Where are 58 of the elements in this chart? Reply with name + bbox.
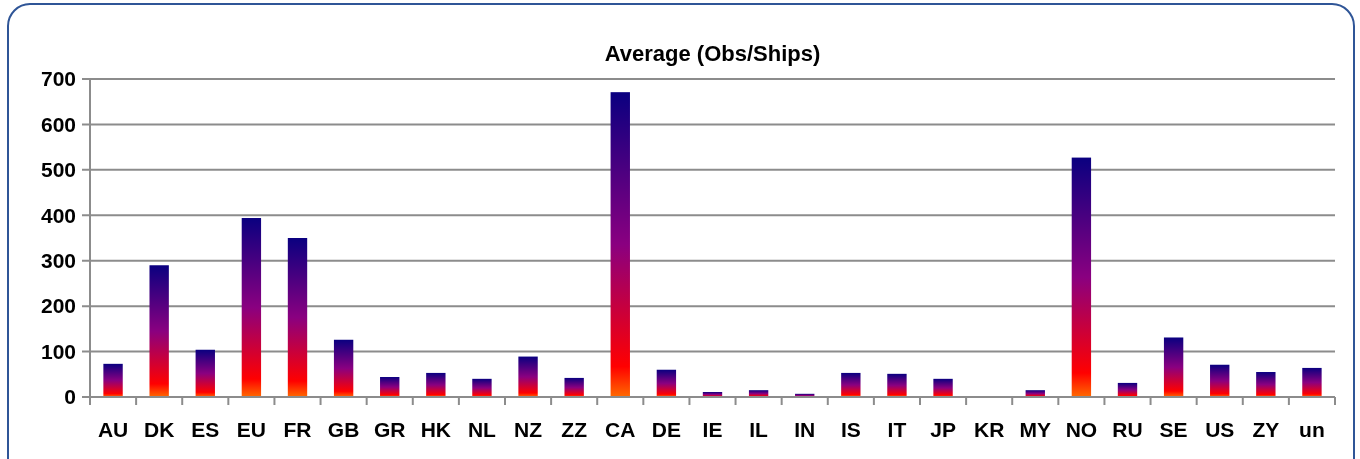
bar (887, 373, 907, 397)
x-tick-label: GB (327, 418, 360, 441)
x-tick-label: HK (420, 418, 452, 441)
bar (149, 265, 169, 397)
x-tick-label: IT (887, 418, 907, 441)
x-tick-label: IL (749, 418, 769, 441)
bar (1117, 382, 1138, 397)
y-tick-label: 0 (64, 385, 76, 409)
x-tick-label: FR (283, 418, 312, 441)
y-tick-label: 100 (40, 339, 76, 363)
y-tick-label: 300 (40, 249, 76, 273)
bar (380, 377, 400, 397)
y-tick-label: 700 (40, 67, 76, 91)
x-tick-label: NZ (514, 418, 543, 441)
x-tick-label: CA (605, 418, 636, 441)
x-tick-label: AU (97, 418, 129, 441)
chart-title: Average (Obs/Ships) (604, 41, 821, 66)
x-tick-label: ES (191, 418, 220, 441)
x-tick-label: JP (930, 418, 956, 441)
x-tick-label: RU (1112, 418, 1143, 441)
bar (287, 238, 308, 397)
x-tick-label: IS (840, 418, 861, 441)
bar (472, 378, 492, 397)
bar (103, 363, 123, 397)
x-tick-label: DE (651, 418, 681, 441)
bar (1302, 367, 1322, 397)
y-tick-label: 500 (40, 158, 76, 182)
bar (518, 356, 538, 397)
x-tick-label: US (1205, 418, 1235, 441)
x-tick-label: NL (467, 418, 497, 441)
x-tick-label: SE (1159, 418, 1188, 441)
y-tick-label: 200 (40, 294, 76, 318)
bar (1163, 337, 1184, 397)
bar (1210, 364, 1230, 397)
bar (426, 372, 446, 397)
bar (241, 218, 262, 397)
bar (610, 92, 630, 397)
x-tick-label: ZZ (561, 418, 588, 441)
x-tick-label: KR (973, 418, 1005, 441)
bar (333, 339, 354, 397)
x-tick-label: un (1299, 418, 1325, 441)
bar (564, 377, 584, 397)
y-tick-label: 400 (40, 203, 76, 227)
bar (1256, 372, 1276, 397)
bar (656, 369, 677, 397)
x-tick-label: EU (236, 418, 266, 441)
x-tick-label: IE (702, 418, 723, 441)
bar (195, 349, 215, 397)
x-tick-label: GR (373, 418, 406, 441)
x-tick-label: ZY (1252, 418, 1280, 441)
x-tick-label: IN (794, 418, 816, 441)
bar (841, 372, 861, 397)
x-tick-label: NO (1065, 418, 1098, 441)
x-tick-label: MY (1019, 418, 1052, 441)
bar (1071, 157, 1092, 397)
x-tick-label: DK (143, 418, 175, 441)
bar (933, 378, 953, 397)
y-tick-label: 600 (40, 112, 76, 136)
